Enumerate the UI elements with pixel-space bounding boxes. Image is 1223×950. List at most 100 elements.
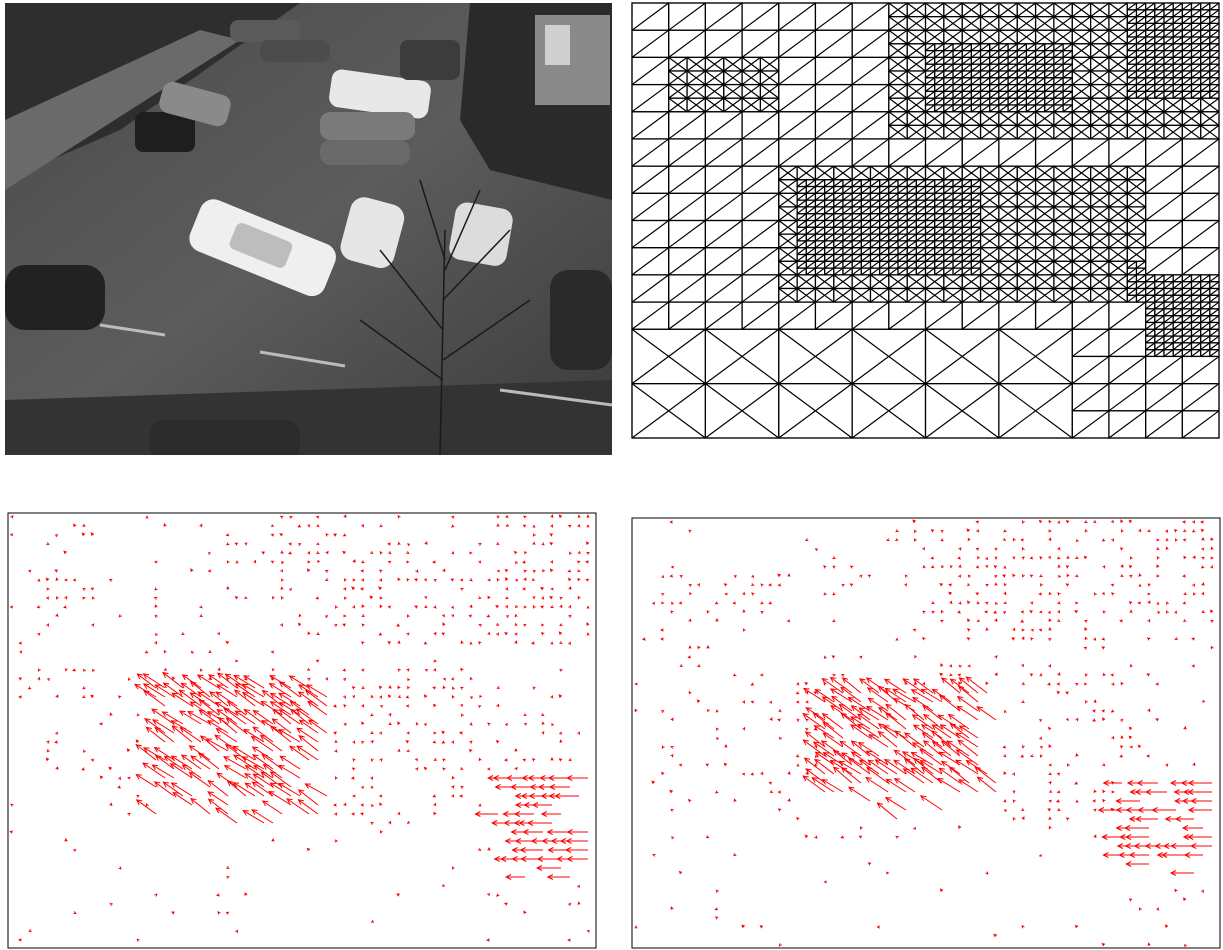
flow-vector-head — [90, 587, 95, 591]
mesh-edge — [943, 274, 963, 289]
flow-vector — [848, 757, 871, 775]
mesh-edge — [897, 213, 908, 221]
mesh-edge — [1154, 308, 1165, 317]
flow-vector-head — [433, 605, 437, 609]
mesh-edge — [998, 206, 1018, 221]
mesh-edge — [961, 70, 972, 79]
flow-vector-head — [1210, 556, 1214, 560]
flow-vector-head — [261, 800, 269, 807]
mesh-edge — [1007, 43, 1018, 52]
mesh-edge — [1071, 124, 1091, 140]
flow-vector — [913, 678, 934, 694]
flow-vector-head — [145, 515, 149, 519]
flow-vector-head — [379, 578, 383, 582]
flow-vector-head — [297, 691, 305, 698]
flow-vector-head — [414, 578, 418, 582]
flow-vector-head — [127, 776, 131, 780]
flow-vector-head — [1119, 619, 1123, 623]
flow-vector-head — [688, 645, 692, 649]
mesh-edge — [842, 240, 853, 249]
mesh-edge — [1126, 281, 1137, 289]
flow-vector — [143, 690, 166, 707]
flow-vector-head — [904, 703, 911, 710]
flow-vector-head — [967, 537, 971, 542]
flow-vector-head — [1102, 610, 1106, 614]
mesh-edge — [1181, 308, 1192, 317]
flow-vector-head — [379, 695, 383, 699]
flow-vector-head — [550, 587, 554, 591]
flow-vector-head — [153, 781, 161, 788]
mesh-edge — [815, 220, 825, 228]
flow-vector-head — [523, 910, 527, 914]
flow-vector-head — [397, 640, 401, 645]
mesh-edge — [1108, 355, 1146, 385]
flow-vector-head — [325, 677, 328, 681]
flow-vector-head — [696, 699, 701, 703]
flow-vector-head — [151, 764, 159, 771]
flow-vector-head — [577, 569, 581, 573]
flow-vector-head — [478, 542, 482, 546]
flow-vector-head — [769, 790, 773, 794]
mesh-edge — [980, 84, 991, 92]
mesh-edge — [934, 84, 945, 92]
flow-vector-head — [370, 758, 374, 763]
flow-vector-head — [886, 538, 890, 542]
flow-vector — [163, 781, 184, 797]
flow-vector-head — [586, 605, 590, 609]
mesh-edge — [915, 206, 926, 215]
flow-vector-head — [155, 632, 158, 637]
flow-vector-head — [259, 734, 267, 741]
mesh-edge — [1126, 206, 1146, 221]
flow-vector-head — [136, 713, 140, 717]
flow-vector-head — [1065, 565, 1070, 569]
flow-vector-head — [197, 752, 205, 759]
mesh-edge — [815, 206, 825, 215]
flow-vector-head — [550, 524, 554, 528]
flow-vector-head — [841, 752, 848, 759]
flow-vector-head — [577, 523, 581, 528]
flow-vector-head — [532, 569, 536, 573]
flow-vector-head — [540, 623, 545, 627]
mesh-edge — [1181, 124, 1202, 140]
flow-vector-head — [558, 758, 563, 762]
flow-vector-head — [1156, 538, 1160, 542]
mesh-edge — [1035, 165, 1055, 181]
mesh-edge — [705, 2, 743, 31]
mesh-edge — [1191, 70, 1202, 79]
mesh-edge — [1145, 287, 1156, 296]
flow-vector-head — [343, 723, 347, 726]
flow-vector — [243, 729, 265, 743]
flow-vector-head — [1038, 592, 1042, 596]
flow-vector-head — [1057, 619, 1061, 623]
flow-vector-head — [1147, 708, 1151, 712]
flow-vector-head — [46, 678, 51, 681]
mesh-edge — [952, 267, 963, 276]
mesh-edge — [998, 192, 1018, 208]
mesh-edge — [1126, 50, 1137, 58]
flow-vector-head — [805, 700, 809, 704]
flow-vector-head — [1173, 789, 1180, 795]
flow-vector — [813, 712, 835, 730]
flow-vector-head — [424, 668, 428, 672]
mesh-edge — [1154, 335, 1165, 344]
flow-vector-head — [823, 682, 827, 686]
mesh-edge — [906, 192, 917, 201]
mesh-edge — [668, 2, 706, 31]
mesh-edge — [1145, 50, 1156, 58]
mesh-edge — [1071, 138, 1110, 167]
flow-vector — [839, 704, 862, 721]
mesh-edge — [888, 16, 908, 31]
flow-vector — [243, 810, 265, 824]
flow-vector-head — [1074, 574, 1079, 578]
flow-vector-head — [670, 717, 674, 722]
flow-vector-head — [469, 740, 473, 744]
flow-vector-head — [46, 748, 50, 753]
flow-vector-head — [494, 784, 501, 790]
mesh-edge — [888, 124, 908, 140]
mesh-edge — [778, 2, 816, 31]
mesh-edge — [824, 199, 835, 208]
flow-vector — [955, 732, 979, 748]
flow-vector — [216, 728, 238, 743]
flow-vector-head — [913, 538, 917, 542]
flow-vector — [822, 696, 844, 712]
